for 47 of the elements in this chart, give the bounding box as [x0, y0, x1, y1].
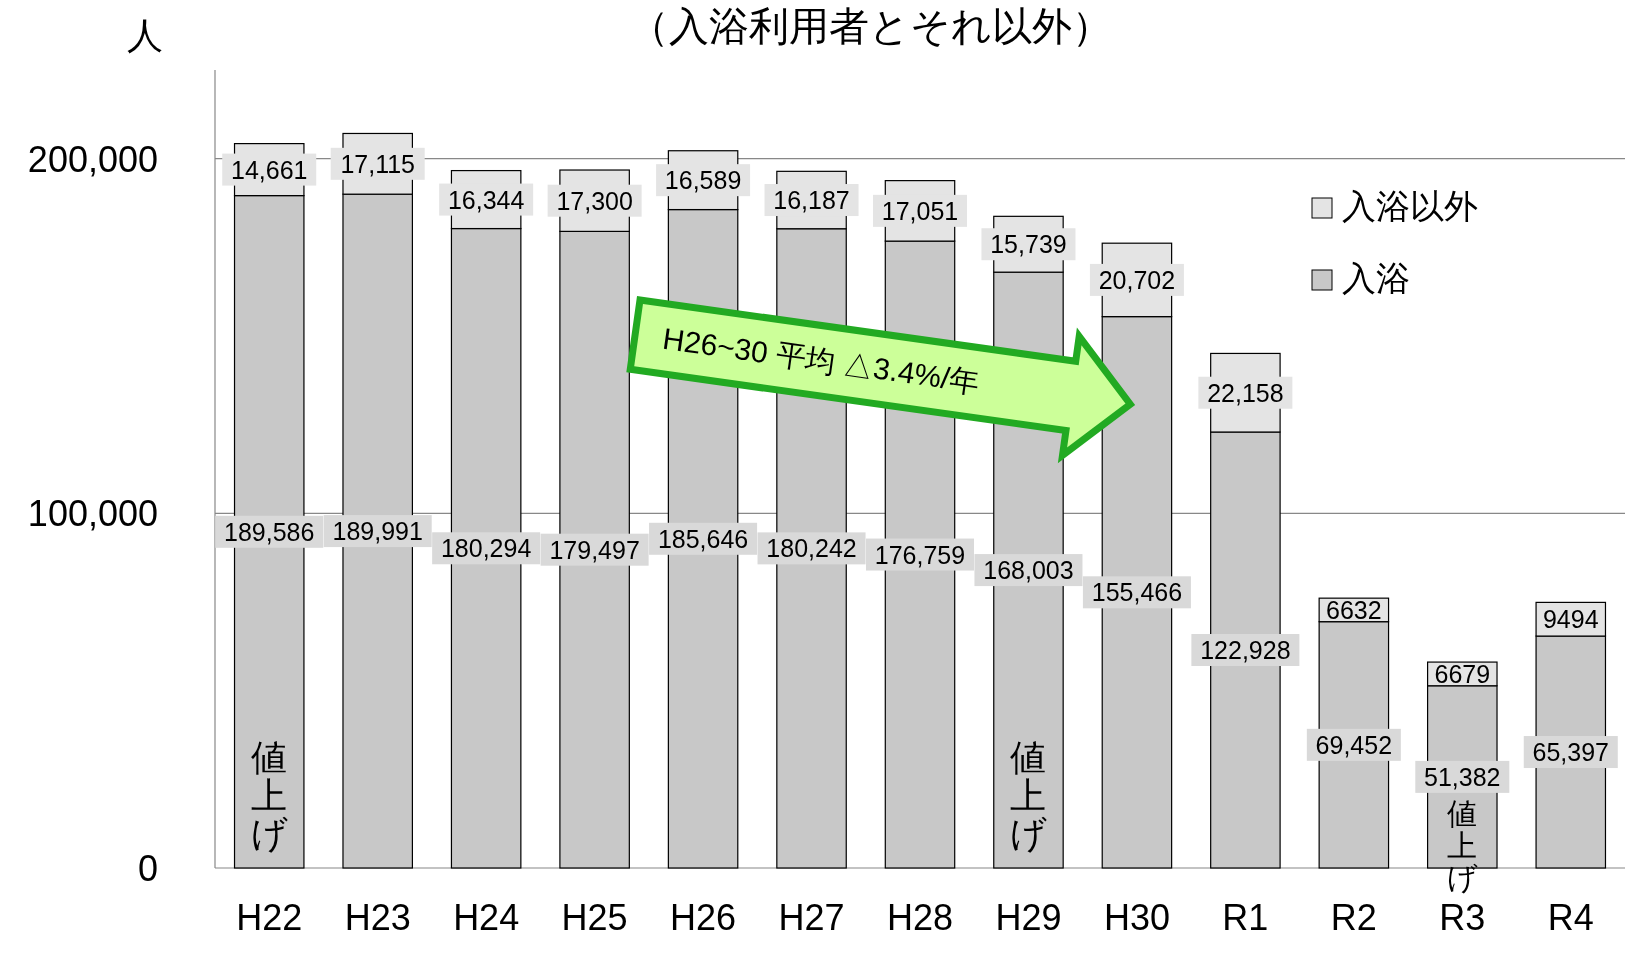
- annotation: H26~30 平均 △3.4%/年: [660, 321, 982, 399]
- y-tick-label: 200,000: [27, 138, 158, 180]
- annotation: 値上げ: [1446, 797, 1478, 894]
- data-label: 189,991: [332, 517, 423, 546]
- data-label: 168,003: [983, 556, 1074, 585]
- data-label: 155,466: [1091, 578, 1183, 607]
- legend-label: 入浴: [1342, 259, 1410, 297]
- x-tick-label: H30: [1103, 897, 1170, 938]
- x-tick-label: H23: [344, 897, 411, 938]
- data-label: 17,300: [556, 186, 633, 215]
- x-tick-label: H25: [561, 897, 628, 938]
- data-label: 17,115: [340, 149, 415, 178]
- x-tick-label: H22: [236, 897, 303, 938]
- data-label: 69,452: [1315, 730, 1393, 759]
- data-label: 185,646: [657, 524, 749, 553]
- annotation: 値上げ: [250, 737, 288, 854]
- y-tick-label: 0: [137, 848, 158, 889]
- data-label: 17,051: [881, 196, 959, 225]
- x-tick-label: H24: [453, 897, 520, 938]
- x-tick-label: R2: [1330, 897, 1377, 938]
- data-label: 189,586: [224, 517, 315, 546]
- data-label: 9494: [1542, 605, 1599, 634]
- legend-label: 入浴以外: [1342, 187, 1478, 225]
- data-label: 65,397: [1532, 738, 1609, 767]
- data-label: 180,294: [440, 534, 532, 563]
- x-tick-label: H28: [886, 897, 954, 938]
- picture-arrow: H26~30 平均 △3.4%/年: [626, 296, 1136, 464]
- x-tick-label: H29: [995, 897, 1062, 938]
- data-label: 6632: [1326, 595, 1382, 624]
- annotation: 値上げ: [1009, 737, 1047, 854]
- x-tick-label: R1: [1222, 897, 1269, 938]
- x-tick-label: R4: [1547, 897, 1594, 938]
- chart-title: （入浴利用者とそれ以外）: [628, 4, 1112, 48]
- y-axis-title: 人: [127, 15, 163, 56]
- data-label: 179,497: [549, 535, 640, 564]
- data-label: 180,242: [766, 534, 857, 563]
- data-label: 51,382: [1424, 762, 1501, 791]
- x-tick-label: H27: [778, 897, 845, 938]
- data-label: 176,759: [874, 540, 966, 569]
- y-tick-label: 100,000: [27, 493, 158, 535]
- data-label: 16,187: [773, 186, 850, 215]
- data-label: 20,702: [1098, 265, 1176, 294]
- data-label: 22,158: [1207, 378, 1284, 407]
- x-tick-label: R3: [1439, 897, 1486, 938]
- data-label: 122,928: [1200, 636, 1291, 665]
- data-label: 6679: [1434, 659, 1491, 688]
- x-tick-label: H26: [670, 897, 737, 938]
